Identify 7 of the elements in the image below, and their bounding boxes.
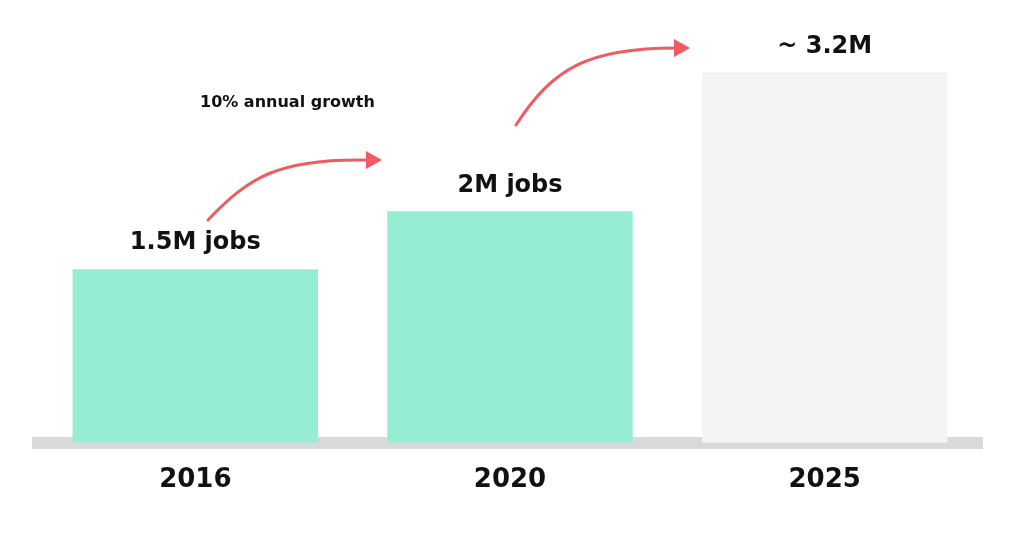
data-label: 2M jobs <box>457 169 563 198</box>
x-tick-label: 2025 <box>788 463 861 494</box>
data-label: 1.5M jobs <box>129 227 261 256</box>
data-label: ~ 3.2M <box>777 30 873 59</box>
x-tick-label: 2016 <box>159 463 232 494</box>
annotation: 10% annual growth <box>200 92 375 112</box>
x-tick-label: 2020 <box>473 463 547 494</box>
